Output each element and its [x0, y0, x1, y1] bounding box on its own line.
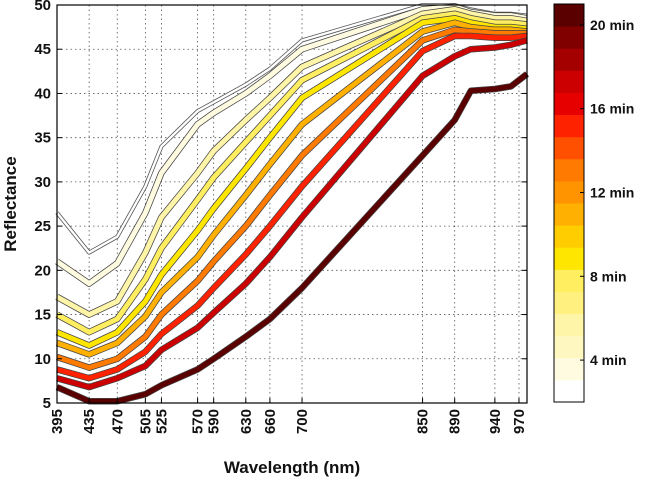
x-tick-label: 940	[487, 409, 504, 434]
y-axis-ticks: 5 10 15 20 25 30 35 40 45 50	[34, 0, 527, 412]
colorbar-label: 8 min	[590, 268, 627, 284]
y-tick-label: 45	[34, 41, 51, 58]
colorbar: 4 min 8 min 12 min 16 min 20 min	[553, 3, 634, 403]
colorbar-label: 12 min	[590, 185, 634, 201]
colorbar-swatch	[554, 136, 584, 160]
colorbar-swatch	[554, 357, 584, 381]
colorbar-swatch	[554, 247, 584, 270]
colorbar-label: 16 min	[590, 101, 634, 117]
y-tick-label: 10	[34, 351, 51, 368]
colorbar-swatch	[554, 313, 584, 337]
series-line-8min	[55, 11, 528, 335]
y-tick-label: 5	[43, 395, 51, 412]
y-tick-label: 35	[34, 130, 51, 147]
series-line-16min	[56, 33, 528, 381]
x-tick-label: 850	[415, 409, 432, 434]
x-tick-label: 570	[190, 409, 207, 434]
colorbar-swatch	[554, 114, 584, 138]
colorbar-swatch	[554, 26, 584, 49]
y-tick-label: 50	[34, 0, 51, 14]
plot-area-frame	[56, 4, 528, 404]
colorbar-swatch	[554, 158, 584, 182]
series-line-12min	[56, 20, 528, 357]
x-tick-label: 395	[49, 409, 66, 434]
grid-lines	[56, 4, 527, 404]
y-tick-label: 30	[34, 174, 51, 191]
colorbar-swatch	[554, 48, 584, 71]
x-tick-label: 700	[294, 409, 311, 434]
colorbar-swatch	[554, 291, 584, 315]
series-lines	[55, 3, 529, 405]
series-line-14min	[56, 27, 527, 371]
series-line-20min	[55, 72, 529, 404]
x-tick-label: 435	[81, 409, 98, 434]
x-tick-label: 525	[153, 409, 170, 434]
x-tick-label: 505	[137, 409, 154, 434]
colorbar-swatch	[554, 4, 584, 27]
x-tick-label: 630	[238, 409, 255, 434]
y-tick-label: 15	[34, 307, 51, 324]
y-tick-label: 25	[34, 218, 51, 235]
x-tick-label: 890	[447, 409, 464, 434]
colorbar-swatch	[554, 225, 584, 248]
colorbar-swatch	[554, 70, 584, 93]
colorbar-swatch	[554, 203, 584, 226]
x-axis-label: Wavelength (nm)	[224, 458, 360, 477]
x-tick-label: 660	[262, 409, 279, 434]
y-tick-label: 40	[34, 85, 51, 102]
x-tick-label: 590	[206, 409, 223, 434]
colorbar-label: 4 min	[590, 352, 627, 368]
x-tick-label: 470	[109, 409, 126, 434]
colorbar-swatch	[554, 269, 584, 292]
series-line-10min	[56, 15, 528, 348]
colorbar-frame	[553, 3, 585, 403]
y-tick-label: 20	[34, 262, 51, 279]
colorbar-swatch	[554, 335, 584, 359]
x-tick-label: 970	[511, 409, 528, 434]
x-axis-ticks: 395 435 470 505 525 570 590 630 660 700 850 890 940 9…	[49, 398, 528, 434]
y-axis-label: Reflectance	[1, 156, 20, 251]
colorbar-swatch	[554, 180, 584, 204]
series-line-6min	[55, 6, 528, 318]
series-outline-2min	[55, 3, 528, 255]
colorbar-swatch	[554, 92, 584, 116]
colorbar-swatch	[554, 379, 584, 403]
series-line-18min	[56, 37, 528, 390]
colorbar-label: 20 min	[590, 17, 634, 33]
